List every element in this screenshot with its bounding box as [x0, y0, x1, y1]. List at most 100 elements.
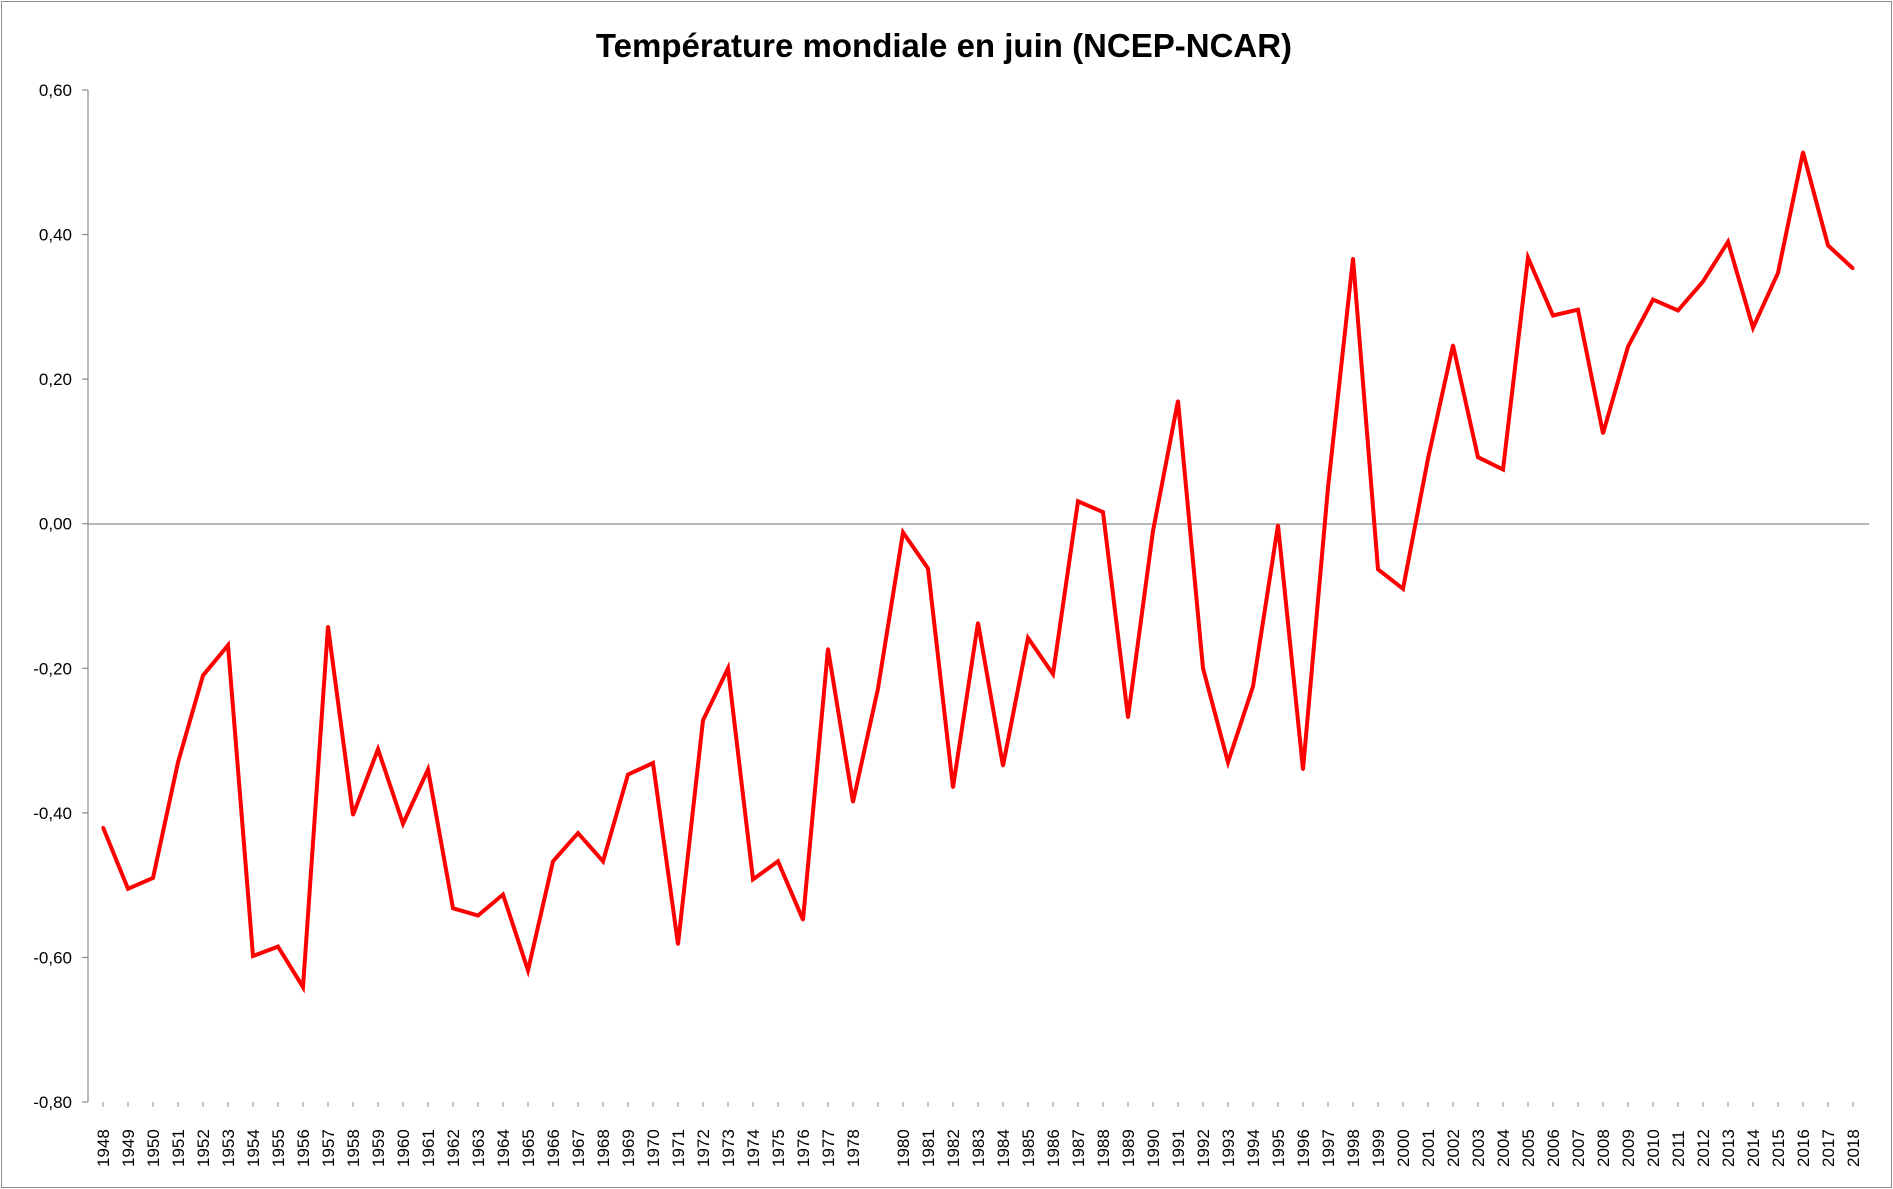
x-tick-label: 2004: [1494, 1129, 1513, 1167]
data-point-1950: [151, 876, 155, 880]
x-tick-label: 2003: [1469, 1129, 1488, 1167]
data-point-2008: [1601, 431, 1605, 435]
x-tick-label: 1949: [119, 1129, 138, 1167]
y-tick-label: -0,20: [33, 659, 72, 678]
data-point-1948: [101, 825, 105, 829]
x-tick-label: 1984: [994, 1129, 1013, 1167]
data-point-1999: [1376, 567, 1380, 571]
x-tick-label: 1973: [719, 1129, 738, 1167]
data-point-1988: [1101, 510, 1105, 514]
data-point-1973: [726, 666, 730, 670]
data-point-2014: [1751, 326, 1755, 330]
data-point-1972: [701, 718, 705, 722]
data-point-1965: [526, 968, 530, 972]
x-tick-label: 1977: [819, 1129, 838, 1167]
data-point-1952: [201, 674, 205, 678]
x-tick-label: 1994: [1244, 1129, 1263, 1167]
x-tick-label: 2016: [1794, 1129, 1813, 1167]
x-tick-label: 1950: [144, 1129, 163, 1167]
data-point-1985: [1026, 636, 1030, 640]
x-tick-label: 1961: [419, 1129, 438, 1167]
x-tick-label: 1970: [644, 1129, 663, 1167]
y-tick-label: -0,40: [33, 804, 72, 823]
data-point-1949: [126, 887, 130, 891]
data-point-1979: [876, 687, 880, 691]
data-point-2018: [1851, 267, 1855, 271]
x-tick-label: 1951: [169, 1129, 188, 1167]
data-point-1993: [1226, 760, 1230, 764]
data-point-1964: [501, 893, 505, 897]
data-point-1987: [1076, 499, 1080, 503]
x-tick-label: 1992: [1194, 1129, 1213, 1167]
x-tick-label: 2012: [1694, 1129, 1713, 1167]
x-tick-label: 1983: [969, 1129, 988, 1167]
x-tick-label: 1991: [1169, 1129, 1188, 1167]
data-point-1989: [1126, 715, 1130, 719]
chart-title: Température mondiale en juin (NCEP-NCAR): [596, 27, 1292, 64]
x-tick-label: 1976: [794, 1129, 813, 1167]
x-tick-label: 1998: [1344, 1129, 1363, 1167]
data-point-1974: [751, 877, 755, 881]
x-tick-label: 1989: [1119, 1129, 1138, 1167]
data-point-1951: [176, 760, 180, 764]
x-tick-label: 2013: [1719, 1129, 1738, 1167]
x-tick-label: 2007: [1569, 1129, 1588, 1167]
x-tick-label: 1986: [1044, 1129, 1063, 1167]
data-point-1978: [851, 800, 855, 804]
x-tick-label: 1953: [219, 1129, 238, 1167]
data-point-2004: [1501, 468, 1505, 471]
x-tick-label: 1995: [1269, 1129, 1288, 1167]
data-point-2003: [1476, 455, 1480, 459]
y-axis-ticks: 0,60 0,40 0,20 0,00 -0,20 -0,40 -0,60 -0,80: [33, 81, 88, 1112]
y-tick-label: -0,60: [33, 948, 72, 967]
data-point-1967: [576, 831, 580, 835]
data-point-1992: [1201, 666, 1205, 670]
y-tick-label: 0,60: [39, 81, 72, 100]
data-point-1991: [1176, 399, 1180, 403]
x-tick-label: 2008: [1594, 1129, 1613, 1167]
data-point-1976: [801, 918, 805, 922]
data-point-1957: [326, 624, 330, 628]
series-layer: [101, 150, 1855, 994]
data-point-2011: [1676, 308, 1680, 312]
x-axis-ticks: 1948 1949 1950 1951 1952 1953 1954 1955 1956 1957…: [94, 1102, 1863, 1167]
x-tick-label: 1988: [1094, 1129, 1113, 1167]
data-point-2016: [1801, 150, 1805, 154]
x-tick-label: 1952: [194, 1129, 213, 1167]
data-point-1963: [476, 914, 480, 918]
x-tick-label: 1987: [1069, 1129, 1088, 1167]
data-point-2009: [1626, 345, 1630, 349]
x-tick-label: 1967: [569, 1129, 588, 1167]
data-point-2010: [1651, 298, 1655, 302]
y-tick-label: 0,00: [39, 515, 72, 534]
series-line: [101, 151, 1855, 994]
data-point-1958: [351, 813, 355, 817]
x-tick-label: 2018: [1844, 1129, 1863, 1167]
x-tick-label: 2017: [1819, 1129, 1838, 1167]
x-tick-label: 1963: [469, 1129, 488, 1167]
data-point-1981: [926, 567, 930, 571]
x-tick-label: 2010: [1644, 1129, 1663, 1167]
x-tick-label: 1964: [494, 1129, 513, 1167]
data-point-1995: [1276, 523, 1280, 527]
data-point-1956: [301, 985, 305, 989]
data-point-1971: [676, 942, 680, 946]
data-point-1962: [451, 906, 455, 910]
x-tick-label: 1954: [244, 1129, 263, 1167]
data-point-2006: [1551, 314, 1555, 318]
x-tick-label: 1948: [94, 1129, 113, 1167]
x-tick-label: 2015: [1769, 1129, 1788, 1167]
x-tick-label: 1958: [344, 1129, 363, 1167]
data-point-1997: [1326, 486, 1330, 490]
x-tick-label: 1966: [544, 1129, 563, 1167]
data-point-2013: [1726, 240, 1730, 244]
x-tick-label: 1971: [669, 1129, 688, 1167]
x-tick-label: 1968: [594, 1129, 613, 1167]
data-point-1960: [401, 822, 405, 826]
y-tick-label: 0,20: [39, 370, 72, 389]
data-point-2017: [1826, 243, 1830, 247]
x-tick-label: 1974: [744, 1129, 763, 1167]
x-tick-label: 1978: [844, 1129, 863, 1167]
